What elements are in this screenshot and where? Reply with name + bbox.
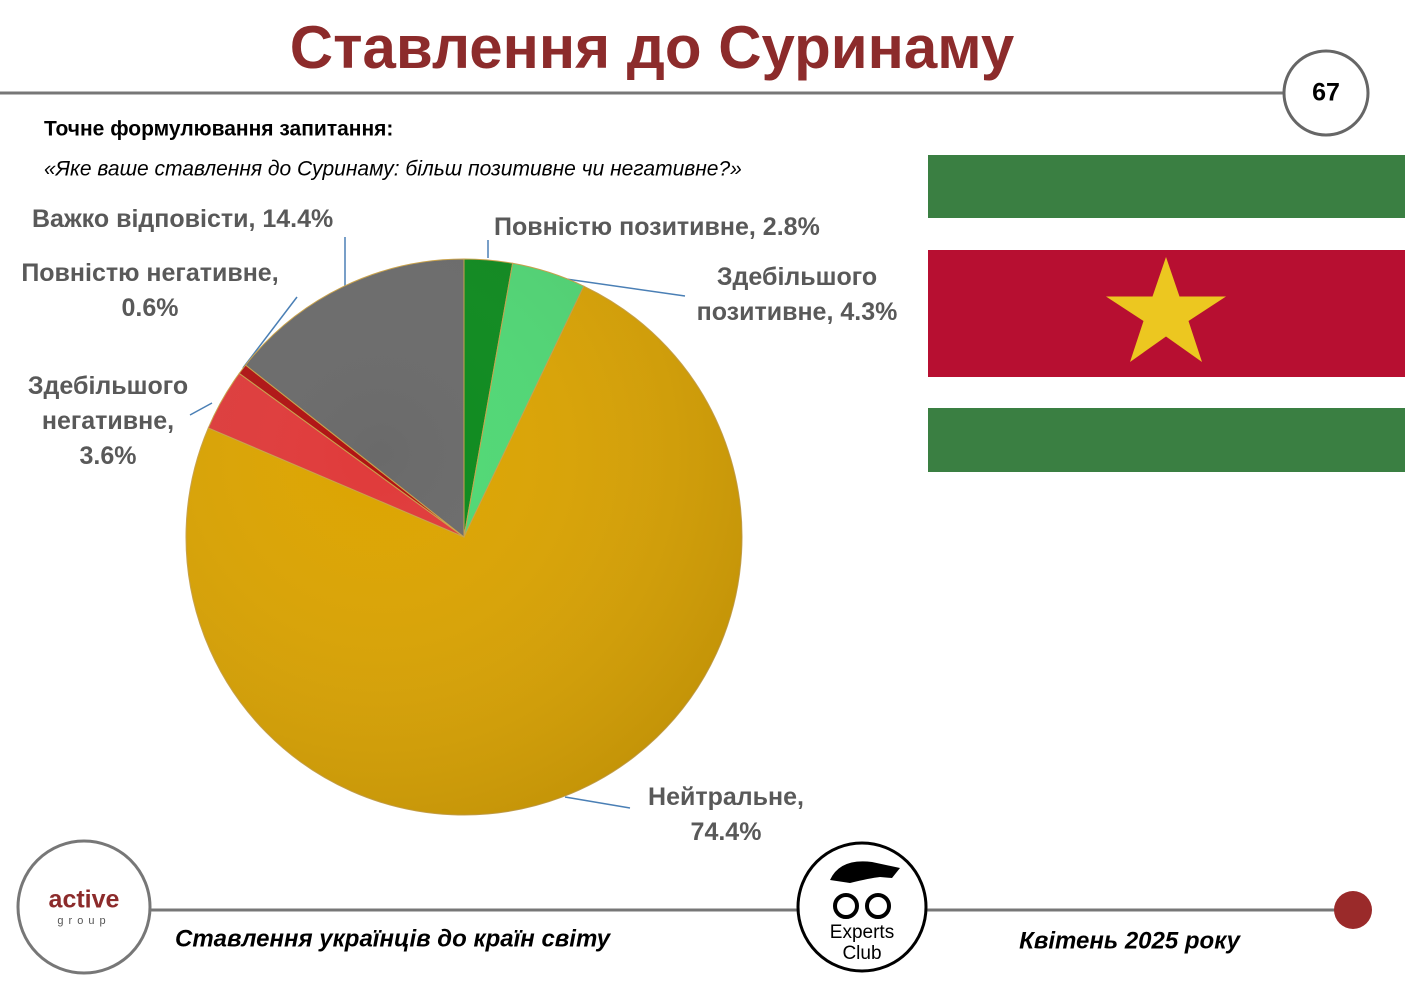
flag-stripe [928,155,1405,218]
leader-line [564,796,631,809]
data-label: Повністю негативне, 0.6% [21,259,278,322]
data-label: Здебільшого позитивне, 4.3% [697,263,898,326]
data-label: Важко відповісти, 14.4% [32,205,333,233]
logo-text: Experts [830,922,894,943]
flag-stripe [928,408,1405,472]
data-label: Нейтральне, 74.4% [648,783,804,846]
data-label: Здебільшого негативне, 3.6% [28,372,188,470]
logo-glasses [865,893,891,919]
question-text: «Яке ваше ставлення до Суринаму: більш п… [44,158,742,181]
footer-date: Квітень 2025 року [1019,927,1242,954]
footer-dot [1334,891,1372,929]
logo-text: Club [842,943,881,964]
logo-active [16,839,152,975]
flag-star [1106,257,1226,362]
data-label: Повністю позитивне, 2.8% [494,213,820,241]
logo-text: active [49,886,120,914]
pie: Повністю позитивне, 2.8% Здебільшого позит… [21,205,897,846]
footer-survey: Ставлення українців до країн світу [175,925,612,952]
flag [928,155,1405,472]
logo-text: group [57,915,110,927]
title: Ставлення до Суринаму [290,14,1015,81]
logo-glasses [833,893,859,919]
question-label: Точне формулювання запитання: [44,118,393,141]
leader-line [189,402,213,416]
logo-hair [830,861,900,883]
page-badge [1282,49,1370,137]
page-number: 67 [1312,79,1340,107]
